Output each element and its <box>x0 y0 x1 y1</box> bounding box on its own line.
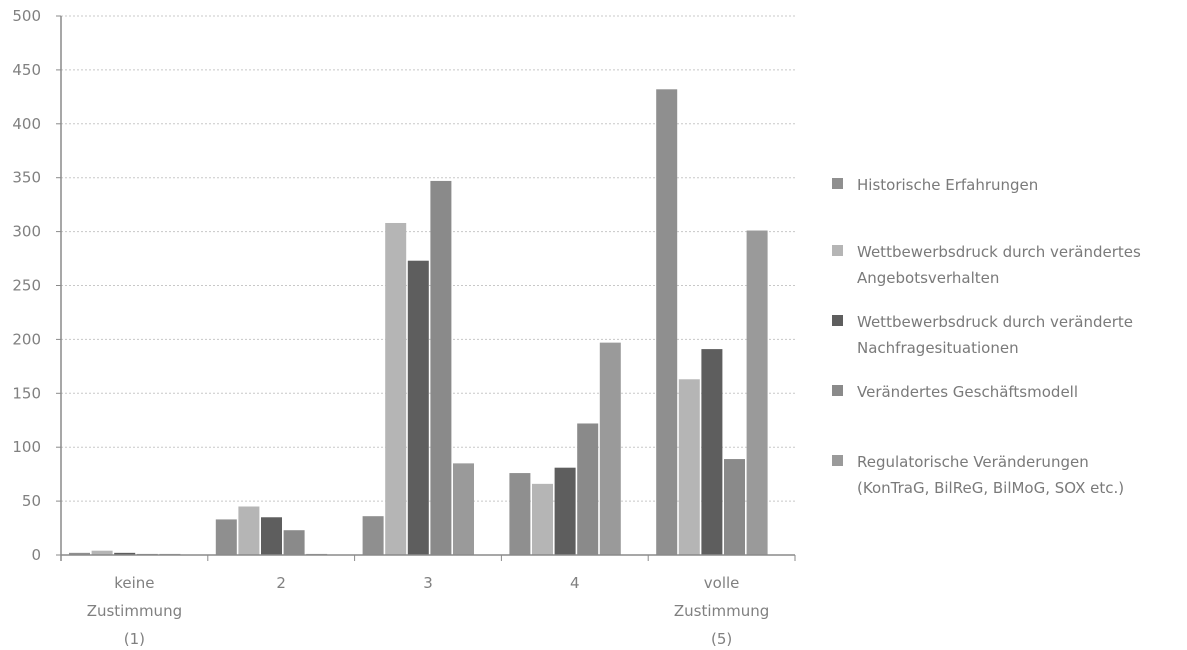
x-category-label: keine <box>114 574 154 592</box>
legend-label: Regulatorische Veränderungen (KonTraG, Bi… <box>857 449 1124 501</box>
legend-label-line: Regulatorische Veränderungen <box>857 453 1089 471</box>
bar <box>746 230 768 555</box>
bar <box>509 473 531 555</box>
axes <box>60 16 796 561</box>
bar-group <box>362 180 474 555</box>
y-tick-label: 500 <box>12 7 41 25</box>
x-category-label: Zustimmung <box>87 602 182 620</box>
legend-item: Wettbewerbsdruck durch veränderte Nachfra… <box>832 309 1133 361</box>
bar <box>362 516 384 555</box>
legend-item: Regulatorische Veränderungen (KonTraG, Bi… <box>832 449 1124 501</box>
y-tick-label: 150 <box>12 384 41 402</box>
y-tick-label: 450 <box>12 61 41 79</box>
y-tick-label: 100 <box>12 438 41 456</box>
bar <box>283 530 305 555</box>
bar <box>532 483 553 555</box>
y-tick-label: 0 <box>31 546 41 564</box>
bar <box>656 89 678 555</box>
legend-swatch <box>832 178 843 189</box>
x-category-label: volle <box>704 574 740 592</box>
legend-label-line: Angebotsverhalten <box>857 269 1000 287</box>
legend-swatch <box>832 315 843 326</box>
legend-label-line: Verändertes Geschäftsmodell <box>857 383 1079 401</box>
bar-group <box>509 342 621 555</box>
legend-label-line: Wettbewerbsdruck durch veränderte <box>857 313 1133 331</box>
y-tick-label: 300 <box>12 223 41 241</box>
legend-label-line: Wettbewerbsdruck durch verändertes <box>857 243 1141 261</box>
bar <box>701 349 723 555</box>
bar <box>430 180 452 555</box>
y-tick-label: 400 <box>12 115 41 133</box>
y-tick-label: 50 <box>22 492 41 510</box>
bar <box>238 506 260 555</box>
legend-label-line: (KonTraG, BilReG, BilMoG, SOX etc.) <box>857 479 1125 497</box>
bar-group <box>656 89 768 555</box>
y-axis-ticks: 0 50 100 150 200 250 300 350 400 450 500 <box>12 7 61 564</box>
legend-label: Verändertes Geschäftsmodell <box>857 379 1078 405</box>
legend-label: Wettbewerbsdruck durch veränderte Nachfra… <box>857 309 1133 361</box>
legend-label-line: Nachfragesituationen <box>857 339 1019 357</box>
bar <box>91 550 113 555</box>
legend-swatch <box>832 245 843 256</box>
bar-group <box>215 506 328 555</box>
bar <box>724 459 745 555</box>
x-category-label: (5) <box>711 630 732 648</box>
x-category-label: 2 <box>276 574 286 592</box>
bar-groups <box>69 89 768 555</box>
legend-label: Historische Erfahrungen <box>857 172 1038 198</box>
bar <box>385 222 407 555</box>
legend-item: Verändertes Geschäftsmodell <box>832 379 1078 405</box>
bar <box>554 467 576 555</box>
y-tick-label: 350 <box>12 169 41 187</box>
x-category-label: 4 <box>570 574 580 592</box>
y-tick-label: 250 <box>12 277 41 295</box>
legend-label: Wettbewerbsdruck durch verändertes Angebo… <box>857 239 1141 291</box>
legend-label-line: Historische Erfahrungen <box>857 176 1039 194</box>
x-category-label: Zustimmung <box>674 602 769 620</box>
legend-item: Historische Erfahrungen <box>832 172 1038 198</box>
x-category-label: (1) <box>124 630 145 648</box>
bar <box>215 519 237 555</box>
bar <box>577 423 599 555</box>
bar <box>678 379 700 555</box>
y-tick-label: 200 <box>12 330 41 348</box>
bar <box>599 342 621 555</box>
legend-swatch <box>832 385 843 396</box>
x-category-label: 3 <box>423 574 433 592</box>
legend-swatch <box>832 455 843 466</box>
bar <box>453 463 474 555</box>
bar <box>114 552 136 555</box>
bar <box>407 260 429 555</box>
bar <box>69 552 90 555</box>
x-axis-categories: keine Zustimmung (1) 2 3 4 volle Zustimmung (5) <box>87 574 770 648</box>
bar <box>261 517 282 555</box>
legend-item: Wettbewerbsdruck durch verändertes Angebo… <box>832 239 1141 291</box>
